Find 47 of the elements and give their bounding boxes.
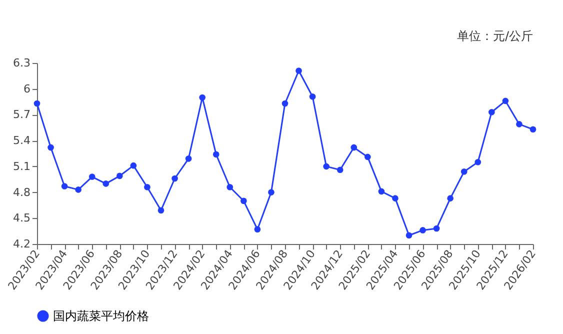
point xyxy=(48,144,54,151)
point xyxy=(392,195,398,202)
y-tick-label: 4.5 xyxy=(13,212,30,225)
point xyxy=(364,154,371,160)
point xyxy=(144,184,150,190)
point xyxy=(212,151,220,158)
point xyxy=(516,121,522,128)
point xyxy=(336,166,344,174)
point xyxy=(34,100,40,107)
y-tick-label: 6.3 xyxy=(13,56,30,70)
text: 单位：元/公斤 xyxy=(456,29,533,43)
point xyxy=(378,188,385,195)
point xyxy=(226,184,234,190)
y-tick-label: 5.1 xyxy=(13,160,30,173)
point xyxy=(296,68,302,74)
point xyxy=(433,225,440,232)
point xyxy=(530,126,536,133)
point xyxy=(158,207,164,214)
point xyxy=(172,175,178,182)
point xyxy=(268,189,274,196)
point xyxy=(420,227,426,234)
point xyxy=(61,183,68,190)
point xyxy=(102,180,110,187)
point xyxy=(75,186,82,193)
y-tick-label: 6 xyxy=(24,82,30,96)
point xyxy=(240,198,247,204)
y-tick-label: 5.7 xyxy=(13,108,30,122)
point xyxy=(460,168,468,175)
legend-label: 国内蔬菜平均价格 xyxy=(53,309,149,323)
point xyxy=(406,232,412,239)
point xyxy=(282,100,288,107)
point xyxy=(199,94,206,101)
point xyxy=(130,162,137,169)
point xyxy=(350,144,358,151)
point xyxy=(474,158,482,166)
point xyxy=(116,172,123,180)
y-tick-label: 5.4 xyxy=(13,134,30,148)
y-tick-label: 4.2 xyxy=(13,238,30,250)
point xyxy=(502,98,509,104)
point xyxy=(447,195,454,202)
point xyxy=(488,108,495,116)
point xyxy=(309,93,316,100)
point xyxy=(185,156,192,162)
point xyxy=(254,226,261,233)
y-tick-label: 4.8 xyxy=(13,186,30,199)
point xyxy=(323,163,330,170)
point xyxy=(88,174,96,180)
